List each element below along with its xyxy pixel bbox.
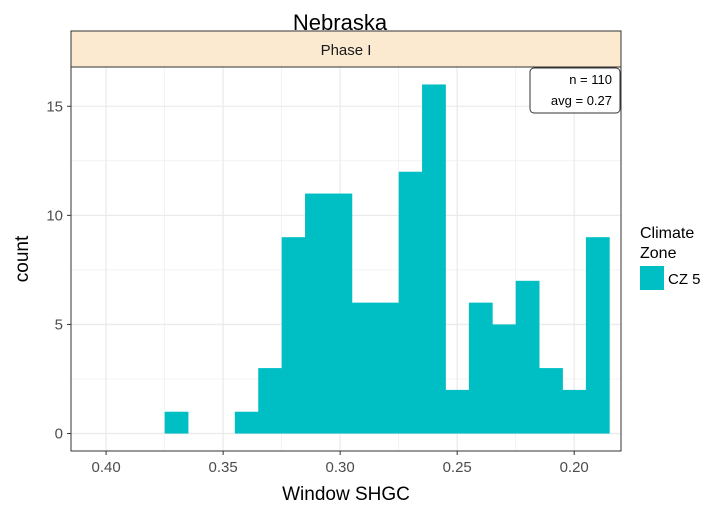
histogram-bar: [515, 280, 540, 434]
histogram-bar: [539, 368, 563, 434]
legend: Climate Zone CZ 5: [640, 225, 701, 290]
y-tick-label: 5: [55, 316, 63, 333]
histogram-bars: [164, 84, 610, 434]
legend-swatch-cz5: [640, 266, 664, 290]
histogram-bar: [351, 302, 376, 434]
histogram-bar: [305, 193, 329, 434]
x-axis-title: Window SHGC: [282, 484, 410, 505]
stats-annotation: n = 110 avg = 0.27: [529, 67, 621, 114]
facet-strip: [70, 30, 622, 68]
x-tick-label: 0.25: [443, 459, 472, 476]
panel-border: [70, 66, 622, 452]
y-axis-title: count: [12, 235, 33, 282]
axis-ticks: 0.40 0.35 0.30 0.25 0.20 0 5 10 15: [46, 98, 588, 476]
y-tick-label: 10: [46, 207, 63, 224]
histogram-bar: [258, 368, 283, 434]
histogram-bar: [164, 411, 189, 434]
histogram-bar: [281, 237, 306, 434]
histogram-bar: [585, 237, 610, 434]
histogram-bar: [562, 389, 587, 434]
annotation-avg: avg = 0.27: [551, 93, 612, 108]
histogram-bar: [328, 193, 353, 434]
annotation-n: n = 110: [569, 72, 612, 87]
x-tick-label: 0.30: [326, 459, 355, 476]
x-tick-label: 0.40: [92, 459, 121, 476]
histogram-bar: [234, 411, 259, 434]
y-tick-label: 15: [46, 98, 63, 115]
annotation-box: [529, 67, 621, 114]
legend-title-line-1: Climate: [640, 225, 694, 242]
legend-title-line-2: Zone: [640, 245, 677, 262]
histogram-bar: [492, 324, 517, 434]
histogram-bar: [398, 171, 423, 434]
histogram-bar: [468, 302, 493, 434]
histogram-bar: [445, 389, 470, 434]
y-tick-label: 0: [55, 426, 63, 443]
legend-label-cz5: CZ 5: [668, 271, 701, 288]
x-tick-label: 0.35: [209, 459, 238, 476]
facet-label: Phase I: [321, 42, 372, 59]
histogram-bar: [375, 302, 400, 434]
x-tick-label: 0.20: [560, 459, 589, 476]
histogram-bar: [422, 84, 446, 434]
